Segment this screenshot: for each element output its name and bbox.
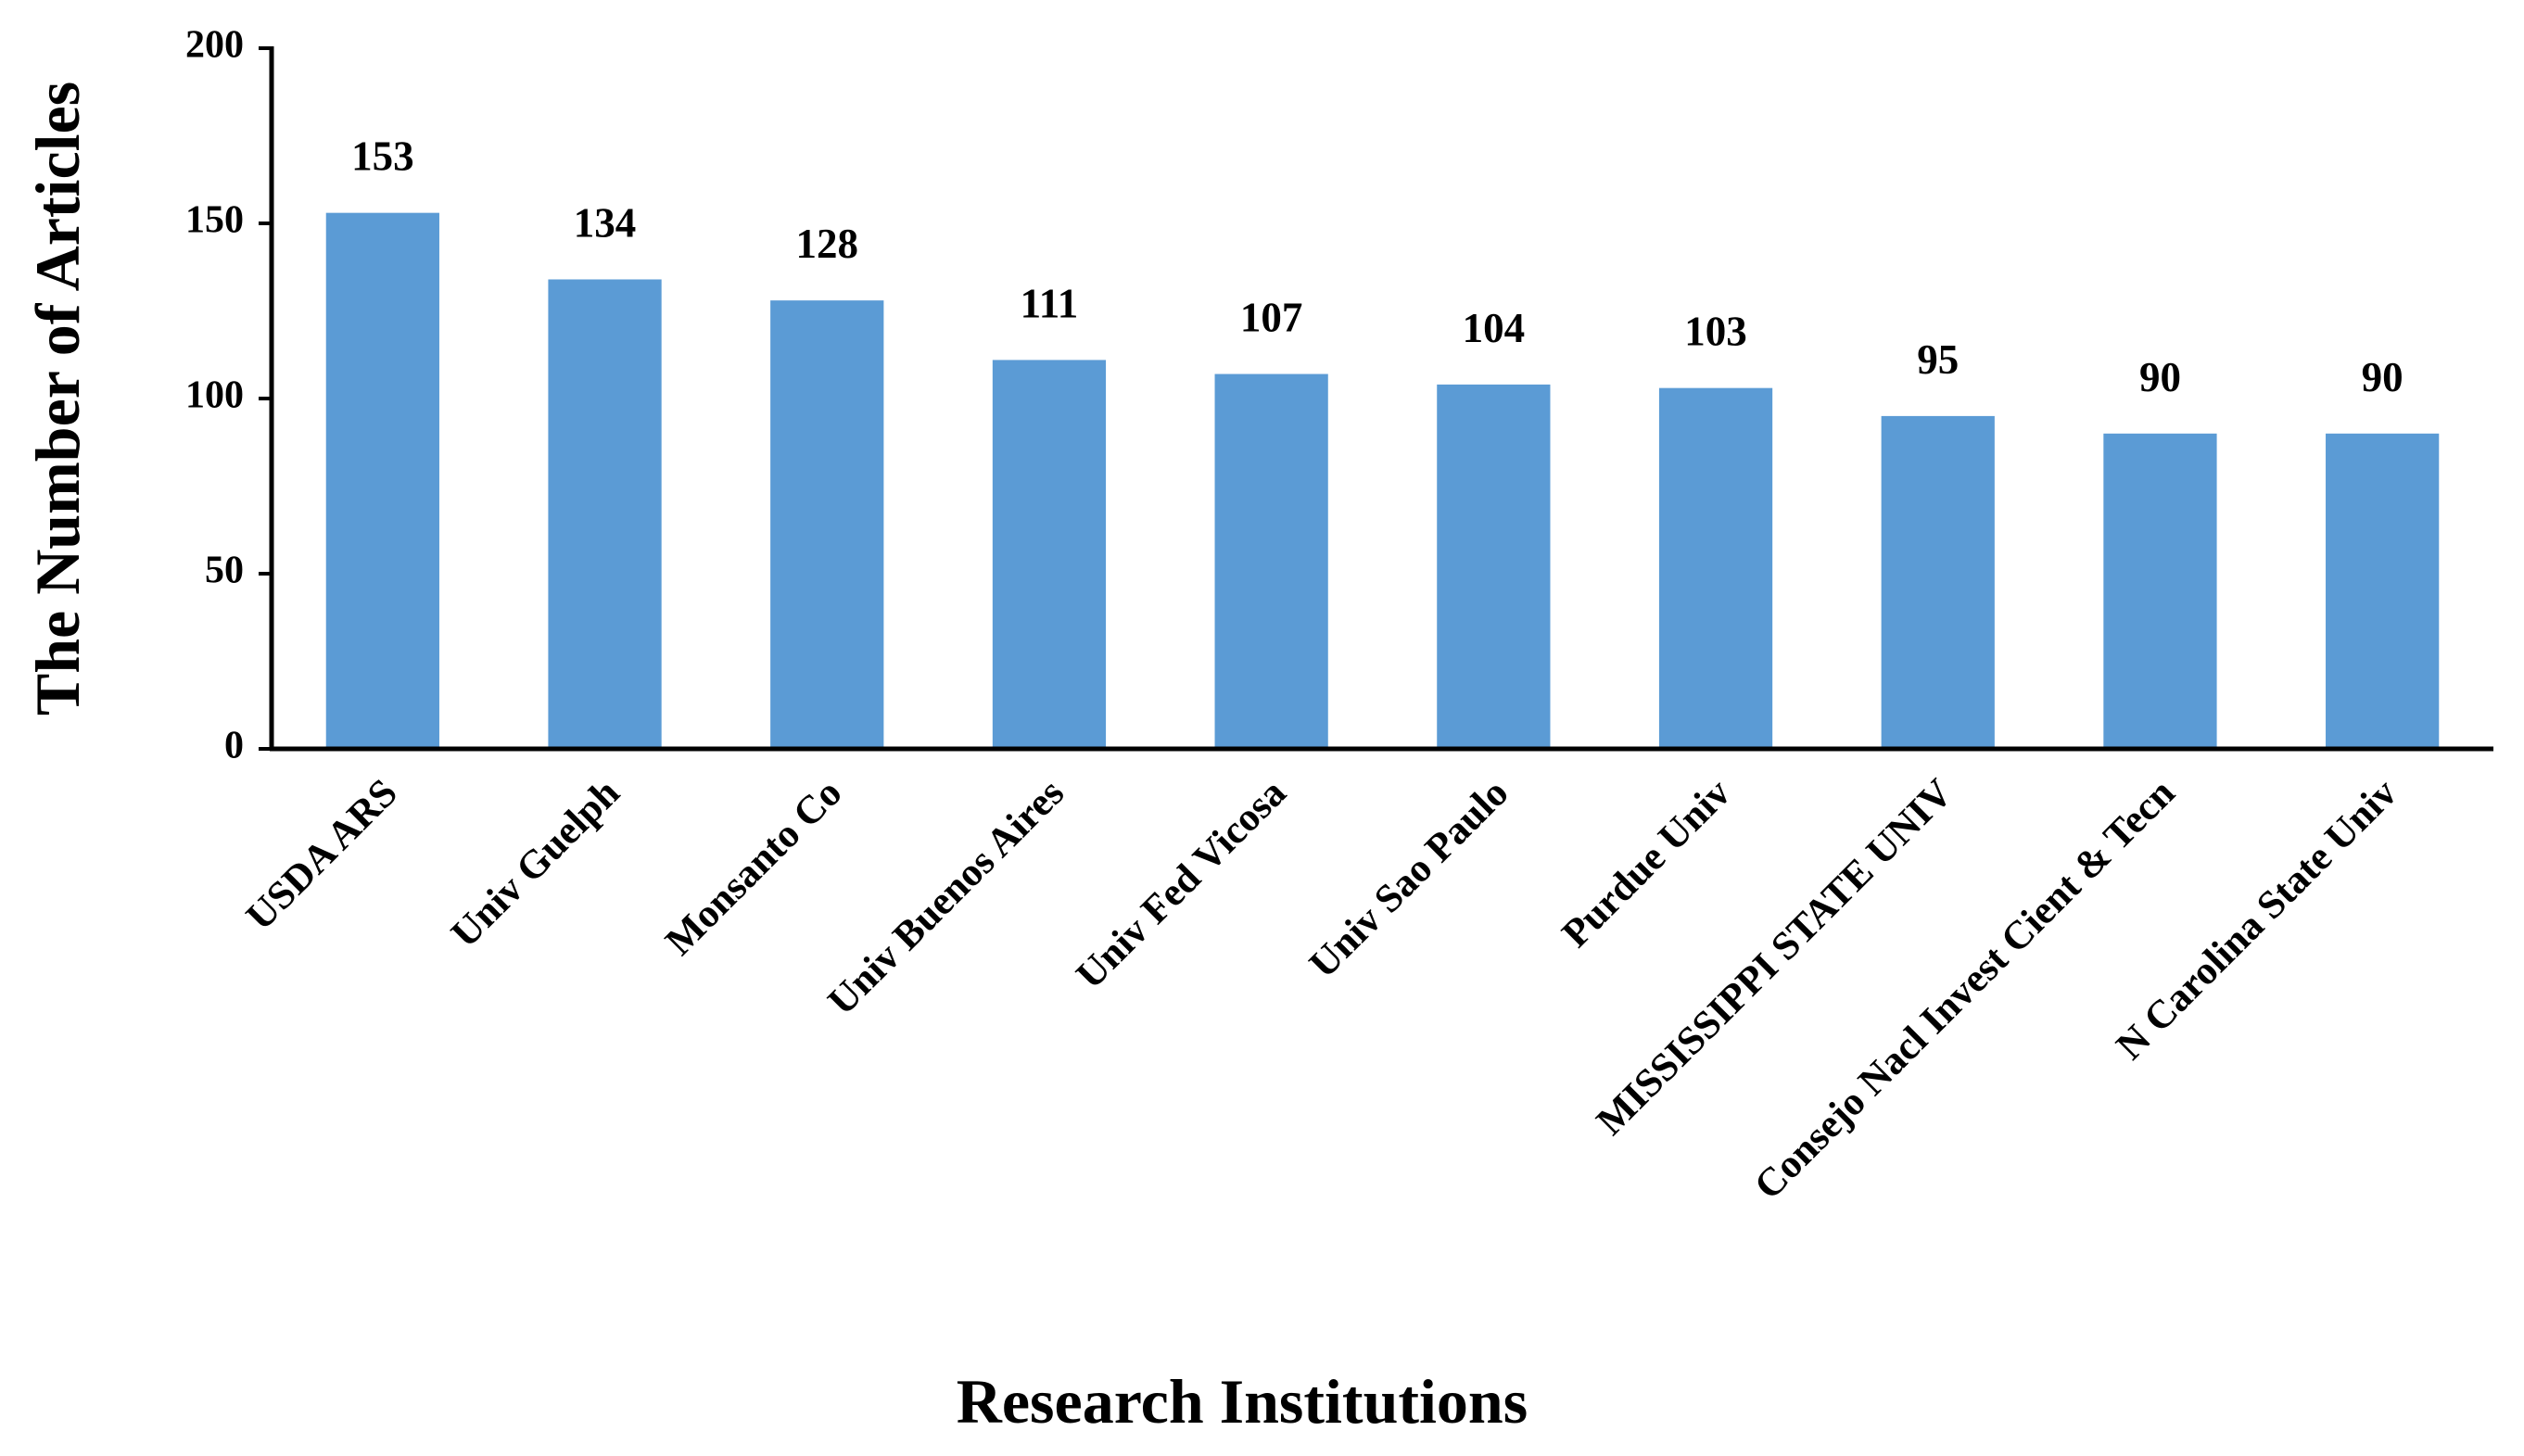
bar — [1437, 384, 1551, 749]
x-tick-label: Consejo Nacl Invest Cient & Tecn — [1746, 771, 2184, 1209]
bar — [992, 360, 1107, 749]
bar — [325, 212, 439, 749]
value-label: 111 — [1021, 280, 1079, 326]
x-tick-label: MISSISSIPPI STATE UNIV — [1589, 771, 1961, 1144]
value-label: 90 — [2139, 354, 2181, 400]
x-tick-label: Univ Buenos Aires — [819, 771, 1072, 1024]
bar — [1881, 415, 1995, 749]
y-tick-label: 150 — [185, 199, 244, 242]
bar — [1214, 373, 1328, 749]
x-tick-label: Monsanto Co — [657, 771, 850, 964]
value-label: 103 — [1684, 309, 1747, 355]
x-axis-title: Research Institutions — [957, 1366, 1528, 1437]
bar — [2103, 433, 2217, 749]
value-label: 107 — [1240, 295, 1303, 341]
value-label: 128 — [796, 221, 859, 267]
x-tick-label: Univ Sao Paulo — [1301, 771, 1517, 987]
bar — [2326, 433, 2440, 749]
x-tick-label: Univ Fed Vicosa — [1068, 771, 1294, 997]
x-tick-label: USDA ARS — [238, 771, 406, 939]
y-tick-label: 200 — [185, 24, 244, 67]
value-label: 134 — [574, 199, 637, 246]
y-tick-label: 50 — [205, 550, 244, 592]
value-label: 90 — [2362, 354, 2404, 400]
value-label: 95 — [1917, 336, 1959, 383]
x-tick-label: Purdue Univ — [1554, 770, 1739, 956]
bar — [548, 279, 662, 749]
y-axis-title: The Number of Articles — [22, 82, 93, 715]
value-label: 104 — [1463, 305, 1526, 351]
x-tick-label: Univ Guelph — [443, 771, 628, 956]
bar — [770, 300, 884, 749]
y-tick-label: 100 — [185, 374, 244, 417]
bar — [1658, 387, 1773, 749]
y-tick-label: 0 — [224, 725, 244, 767]
value-label: 153 — [351, 133, 414, 180]
